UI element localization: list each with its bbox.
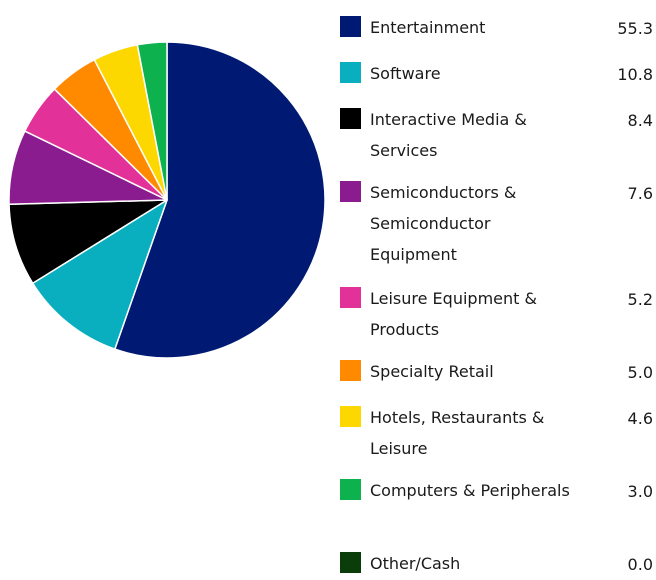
pie-slice-1 <box>31 199 168 350</box>
legend-label: Leisure Equipment & Products <box>370 289 537 339</box>
legend-value: 7.6 <box>627 184 653 203</box>
legend-value: 4.6 <box>627 409 653 428</box>
legend-swatch <box>340 406 361 427</box>
legend-swatch <box>340 62 361 83</box>
legend-swatch <box>340 181 361 202</box>
pie-chart <box>8 41 326 359</box>
legend-label: Semiconductors & Semiconductor Equipment <box>370 183 517 264</box>
legend-swatch <box>340 552 361 573</box>
legend-value: 8.4 <box>627 111 653 130</box>
legend-label: Hotels, Restaurants & Leisure <box>370 408 545 458</box>
legend-label: Interactive Media & Services <box>370 110 527 160</box>
legend-swatch <box>340 479 361 500</box>
legend-value: 5.0 <box>627 363 653 382</box>
legend-label: Entertainment <box>370 18 486 37</box>
legend-swatch <box>340 108 361 129</box>
legend-label: Other/Cash <box>370 554 461 573</box>
legend-value: 55.3 <box>617 19 653 38</box>
legend-label: Software <box>370 64 441 83</box>
legend-value: 0.0 <box>627 555 653 574</box>
pie-slice-7 <box>136 41 168 201</box>
legend-swatch <box>340 287 361 308</box>
legend-swatch <box>340 360 361 381</box>
legend-label: Specialty Retail <box>370 362 494 381</box>
legend-value: 10.8 <box>617 65 653 84</box>
legend-swatch <box>340 16 361 37</box>
legend-label: Computers & Peripherals <box>370 481 570 500</box>
legend-value: 5.2 <box>627 290 653 309</box>
legend-value: 3.0 <box>627 482 653 501</box>
